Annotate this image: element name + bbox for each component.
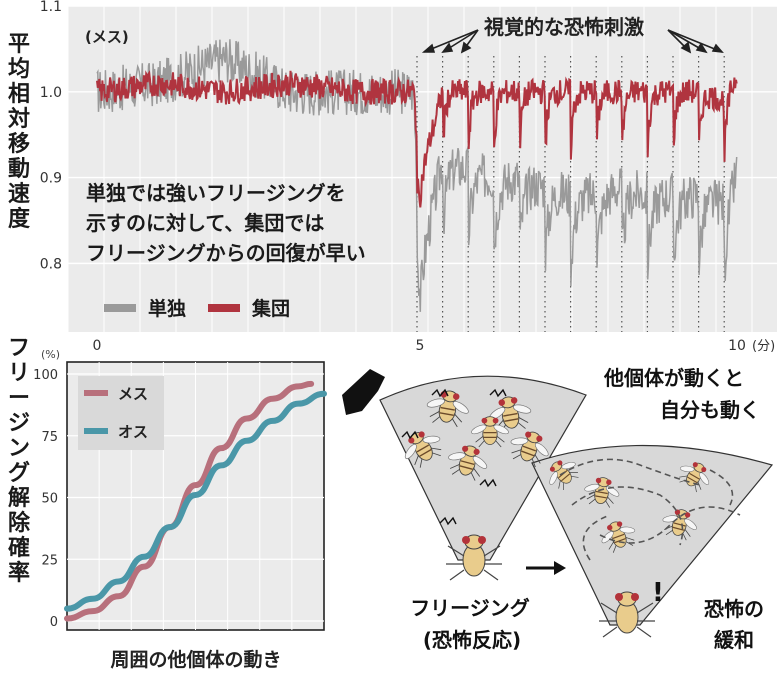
- caption-right-2: 自分も動く: [660, 398, 760, 422]
- caption-relief-2: 緩和: [714, 628, 754, 652]
- top-description: 単独では強いフリージングを 示すのに対して、集団では フリージングからの回復が早…: [86, 178, 366, 268]
- y-unit: (%): [41, 348, 60, 361]
- tremble-marks: [401, 388, 507, 526]
- top-y-ticks: 1.1 1.0 0.9 0.8: [40, 0, 62, 272]
- bottom-y-ticks: 100 75 50 25 0: [33, 368, 58, 630]
- x-tick-10: 10: [728, 338, 746, 354]
- y-tick-label: 1.0: [40, 85, 62, 101]
- series-male-curve: [64, 390, 327, 612]
- description-line-1: 単独では強いフリージングを: [86, 181, 346, 205]
- relieved-fly-icon: [599, 591, 655, 638]
- top-legend: 単独 集団: [104, 294, 290, 321]
- bottom-chart: (%) 100 75 50 25 0 メス オス 周囲の他個体の動き: [33, 348, 327, 671]
- top-plot-background: [68, 6, 777, 332]
- moving-flies: [549, 460, 710, 553]
- bottom-legend: メス オス: [78, 376, 164, 450]
- y-tick-label: 25: [41, 553, 58, 568]
- legend-title: (メス): [85, 28, 129, 46]
- fly-icon: [549, 460, 579, 491]
- fly-icon: [584, 477, 620, 508]
- shadow-stimulus-icon: [342, 369, 385, 415]
- top-x-axis: 0 5 10 (分): [93, 338, 776, 354]
- x-tick-5: 5: [416, 338, 425, 354]
- fly-icon: [510, 431, 549, 468]
- exclamation-icon: !: [652, 578, 664, 608]
- group-flies: [401, 388, 549, 526]
- description-line-3: フリージングからの回復が早い: [86, 241, 366, 265]
- bottom-xlabel: 周囲の他個体の動き: [110, 648, 281, 671]
- stimulus-annotation: 視覚的な恐怖刺激: [483, 15, 644, 39]
- legend-label-female: メス: [118, 385, 148, 403]
- y-tick-label: 0: [50, 615, 58, 630]
- bottom-chart-ylabel: フリージング解除確率: [7, 336, 30, 586]
- fly-icon: [471, 416, 509, 448]
- caption-freezing-2: (恐怖反応): [423, 628, 521, 652]
- fly-icon: [404, 431, 442, 468]
- bottom-series: [64, 380, 327, 622]
- series-group-line: [96, 70, 738, 208]
- y-tick-label: 1.1: [40, 0, 62, 15]
- legend-swatch-single: [104, 303, 136, 312]
- y-tick-label: 50: [41, 492, 58, 507]
- y-tick-label: 75: [41, 430, 58, 445]
- y-tick-label: 0.9: [40, 171, 62, 187]
- top-chart: 1.1 1.0 0.9 0.8 (メス) 視覚的な恐怖刺激 0 5 10 (分): [40, 0, 777, 354]
- top-series: [96, 39, 738, 312]
- series-female-curve: [64, 380, 315, 622]
- top-chart-ylabel: 平均相対移動速度: [7, 32, 30, 232]
- fly-icon: [679, 462, 710, 493]
- x-unit: (分): [752, 339, 775, 354]
- legend-label-group: 集団: [252, 298, 291, 320]
- caption-relief-1: 恐怖の: [704, 597, 764, 621]
- bottom-legend-box: [78, 376, 164, 450]
- legend-label-single: 単独: [148, 298, 187, 320]
- description-line-2: 示すのに対して、集団では: [86, 211, 325, 235]
- legend-swatch-group: [208, 303, 241, 312]
- caption-freezing-1: フリージング: [410, 596, 530, 620]
- fly-icon: [489, 396, 532, 434]
- annotation-arrows: [421, 29, 724, 54]
- movement-trails: [559, 458, 741, 561]
- x-tick-0: 0: [93, 338, 102, 354]
- legend-label-male: オス: [118, 423, 148, 441]
- series-single-line: [96, 39, 738, 312]
- y-tick-label: 0.8: [40, 256, 62, 272]
- fly-icon: [426, 390, 469, 428]
- illustration: ! 他個体が動くと 自分も動く フリージング (恐怖反応) 恐怖の 緩和: [342, 366, 774, 652]
- freezing-fly-icon: [446, 534, 502, 581]
- fly-icon: [448, 445, 488, 481]
- fly-icon: [662, 509, 697, 541]
- caption-right-1: 他個体が動くと: [603, 366, 744, 390]
- y-tick-label: 100: [33, 368, 58, 383]
- arrow-right-icon: [526, 561, 566, 575]
